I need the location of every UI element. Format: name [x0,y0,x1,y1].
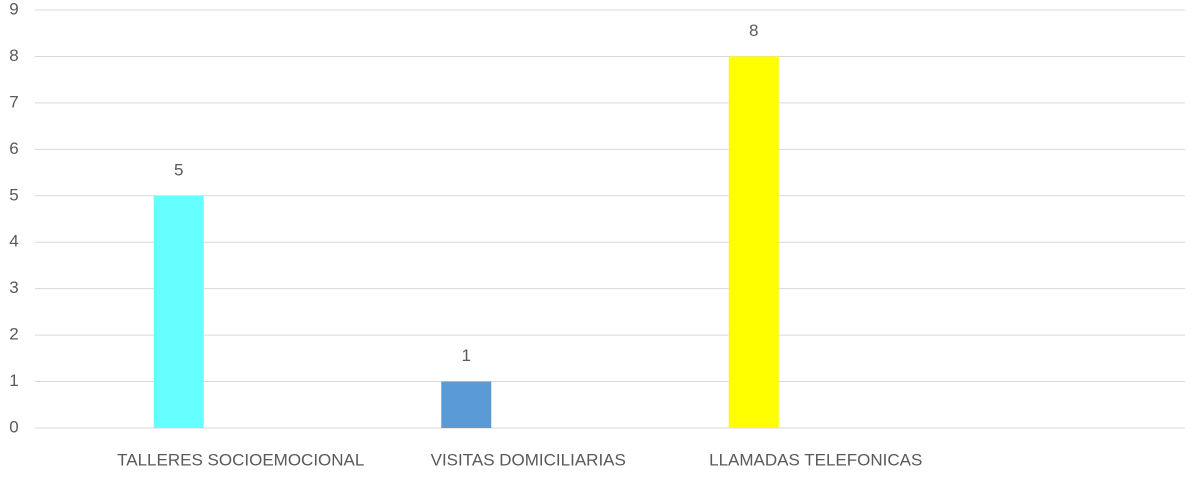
y-tick-label: 6 [9,139,18,158]
x-tick-label: LLAMADAS TELEFONICAS [709,450,922,469]
y-tick-label: 4 [9,232,18,251]
y-tick-label: 8 [9,46,18,65]
data-label: 5 [174,160,183,179]
bar [728,56,779,428]
y-tick-label: 5 [9,185,18,204]
bar [441,381,492,428]
x-tick-label: TALLERES SOCIOEMOCIONAL [117,450,364,469]
y-tick-label: 1 [9,371,18,390]
y-tick-label: 7 [9,92,18,111]
y-tick-label: 2 [9,325,18,344]
y-tick-label: 0 [9,417,18,436]
data-label: 1 [462,346,471,365]
y-tick-label: 9 [9,0,18,18]
y-tick-label: 3 [9,278,18,297]
bar [153,195,204,428]
x-tick-label: VISITAS DOMICILIARIAS [431,450,626,469]
data-label: 8 [749,21,758,40]
